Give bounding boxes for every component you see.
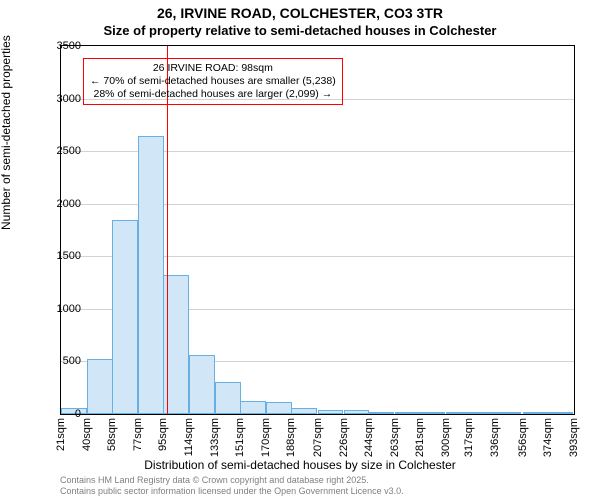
x-tick-label: 21sqm (55, 418, 67, 451)
x-tick-label: 263sqm (389, 418, 401, 457)
annotation-line: ← 70% of semi-detached houses are smalle… (90, 75, 336, 88)
histogram-bar (318, 410, 344, 414)
chart-title: 26, IRVINE ROAD, COLCHESTER, CO3 3TR (0, 5, 600, 21)
histogram-bar (215, 382, 241, 414)
credits-line2: Contains public sector information licen… (60, 486, 404, 497)
y-tick-label: 1000 (41, 303, 81, 315)
x-tick-label: 393sqm (568, 418, 580, 457)
x-tick-label: 77sqm (132, 418, 144, 451)
x-tick-label: 374sqm (542, 418, 554, 457)
x-tick-label: 188sqm (285, 418, 297, 457)
histogram-bar (240, 401, 266, 414)
x-tick-label: 244sqm (363, 418, 375, 457)
x-tick-label: 300sqm (440, 418, 452, 457)
x-tick-label: 281sqm (414, 418, 426, 457)
y-tick-label: 2000 (41, 198, 81, 210)
y-tick-label: 2500 (41, 145, 81, 157)
x-tick-label: 95sqm (157, 418, 169, 451)
x-tick-label: 114sqm (183, 418, 195, 456)
histogram-bar (495, 412, 521, 414)
histogram-bar (87, 359, 113, 414)
histogram-bar (112, 220, 138, 415)
x-tick-label: 226sqm (338, 418, 350, 457)
x-tick-label: 133sqm (209, 418, 221, 457)
x-tick-label: 58sqm (106, 418, 118, 451)
x-tick-label: 40sqm (81, 418, 93, 451)
x-tick-label: 170sqm (260, 418, 272, 457)
histogram-bar (291, 408, 317, 414)
histogram-bar (189, 355, 215, 414)
y-tick-label: 3000 (41, 93, 81, 105)
histogram-bar (395, 412, 421, 414)
histogram-bar (469, 412, 495, 414)
annotation-line: 28% of semi-detached houses are larger (… (90, 88, 336, 101)
credits: Contains HM Land Registry data © Crown c… (60, 475, 404, 498)
annotation-box: 26 IRVINE ROAD: 98sqm← 70% of semi-detac… (83, 58, 343, 105)
x-tick-label: 336sqm (489, 418, 501, 457)
x-tick-label: 317sqm (463, 418, 475, 457)
y-tick-label: 1500 (41, 250, 81, 262)
histogram-bar (369, 412, 395, 414)
chart-subtitle: Size of property relative to semi-detach… (0, 23, 600, 38)
x-axis-label: Distribution of semi-detached houses by … (0, 458, 600, 472)
x-tick-label: 151sqm (234, 418, 246, 457)
x-tick-label: 207sqm (312, 418, 324, 457)
y-tick-label: 3500 (41, 40, 81, 52)
histogram-bar (344, 410, 370, 414)
annotation-line: 26 IRVINE ROAD: 98sqm (90, 62, 336, 75)
histogram-bar (446, 412, 472, 414)
y-tick-label: 500 (41, 355, 81, 367)
plot-area: 26 IRVINE ROAD: 98sqm← 70% of semi-detac… (60, 45, 575, 415)
histogram-bar (523, 412, 549, 414)
histogram-bar (420, 412, 446, 414)
histogram-bar (266, 402, 292, 414)
histogram-bar (138, 136, 164, 414)
x-tick-label: 356sqm (517, 418, 529, 457)
credits-line1: Contains HM Land Registry data © Crown c… (60, 475, 404, 486)
histogram-bar (548, 412, 574, 414)
y-axis-label: Number of semi-detached properties (0, 35, 13, 230)
